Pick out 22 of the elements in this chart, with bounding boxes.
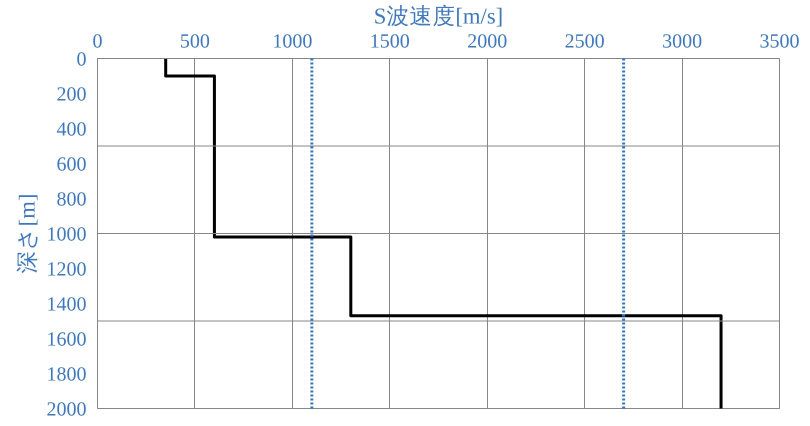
x-tick-label: 3500 — [760, 30, 800, 52]
y-tick-label: 200 — [56, 84, 86, 106]
x-axis-title: S波速度[m/s] — [374, 4, 504, 28]
x-tick-label: 1500 — [370, 30, 410, 52]
y-tick-label: 1600 — [46, 328, 86, 350]
y-tick-label: 400 — [56, 118, 86, 140]
x-tick-label: 0 — [92, 30, 102, 52]
y-tick-label: 1200 — [46, 258, 86, 280]
x-tick-label: 3000 — [662, 30, 702, 52]
y-tick-label: 1400 — [46, 294, 86, 316]
x-tick-label: 500 — [180, 30, 210, 52]
y-tick-label: 0 — [76, 48, 86, 70]
line-series — [164, 58, 723, 408]
y-axis-title: 深さ[m] — [14, 194, 40, 274]
x-tick-label: 2000 — [467, 30, 508, 52]
x-tick-label: 1000 — [272, 30, 312, 52]
y-tick-label: 2000 — [46, 398, 86, 420]
y-tick-label: 1800 — [46, 364, 86, 386]
y-tick-label: 800 — [56, 188, 86, 210]
y-tick-label: 600 — [56, 154, 86, 176]
y-tick-label: 1000 — [46, 224, 86, 246]
x-tick-label: 2500 — [564, 30, 605, 52]
